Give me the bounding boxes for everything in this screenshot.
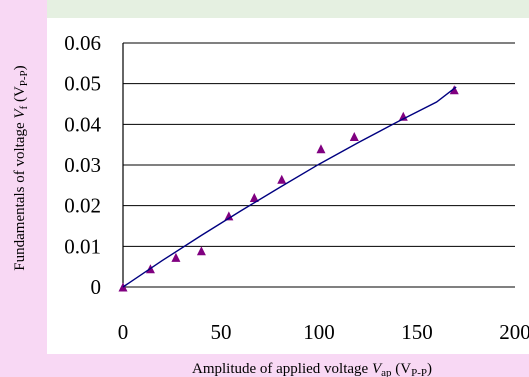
y-tick-labels: 0 0.01 0.02 0.03 0.04 0.05 0.06	[64, 31, 101, 299]
x-tick-label: 150	[401, 320, 433, 344]
data-point-triangle	[449, 85, 459, 95]
y-tick-label: 0.02	[64, 194, 101, 218]
data-point-triangle	[196, 246, 206, 256]
data-point-triangle	[171, 252, 181, 262]
y-tick-label: 0	[91, 275, 102, 299]
x-tick-label: 100	[303, 320, 335, 344]
data-point-triangle	[277, 174, 287, 184]
y-tick-label: 0.01	[64, 234, 101, 258]
left-band	[0, 0, 47, 377]
x-tick-label: 50	[211, 320, 232, 344]
x-tick-label: 0	[118, 320, 129, 344]
data-point-triangle	[349, 132, 359, 142]
x-tick-labels: 0 50 100 150 200	[118, 320, 529, 344]
y-tick-label: 0.06	[64, 31, 101, 55]
x-axis-title: Amplitude of applied voltage Vap (VP-P)	[192, 361, 432, 377]
y-tick-label: 0.04	[64, 112, 101, 136]
data-point-triangle	[224, 211, 234, 221]
bottom-band	[47, 354, 529, 377]
x-tick-label: 200	[499, 320, 529, 344]
y-tick-label: 0.05	[64, 72, 101, 96]
data-point-triangle	[249, 193, 259, 203]
data-point-triangle	[316, 144, 326, 154]
y-axis-title: Fundamentals of voltage Vf (VP-P)	[12, 65, 30, 270]
plot-area	[47, 18, 529, 354]
fit-line	[122, 86, 457, 288]
series-layer	[118, 85, 459, 292]
y-tick-label: 0.03	[64, 153, 101, 177]
